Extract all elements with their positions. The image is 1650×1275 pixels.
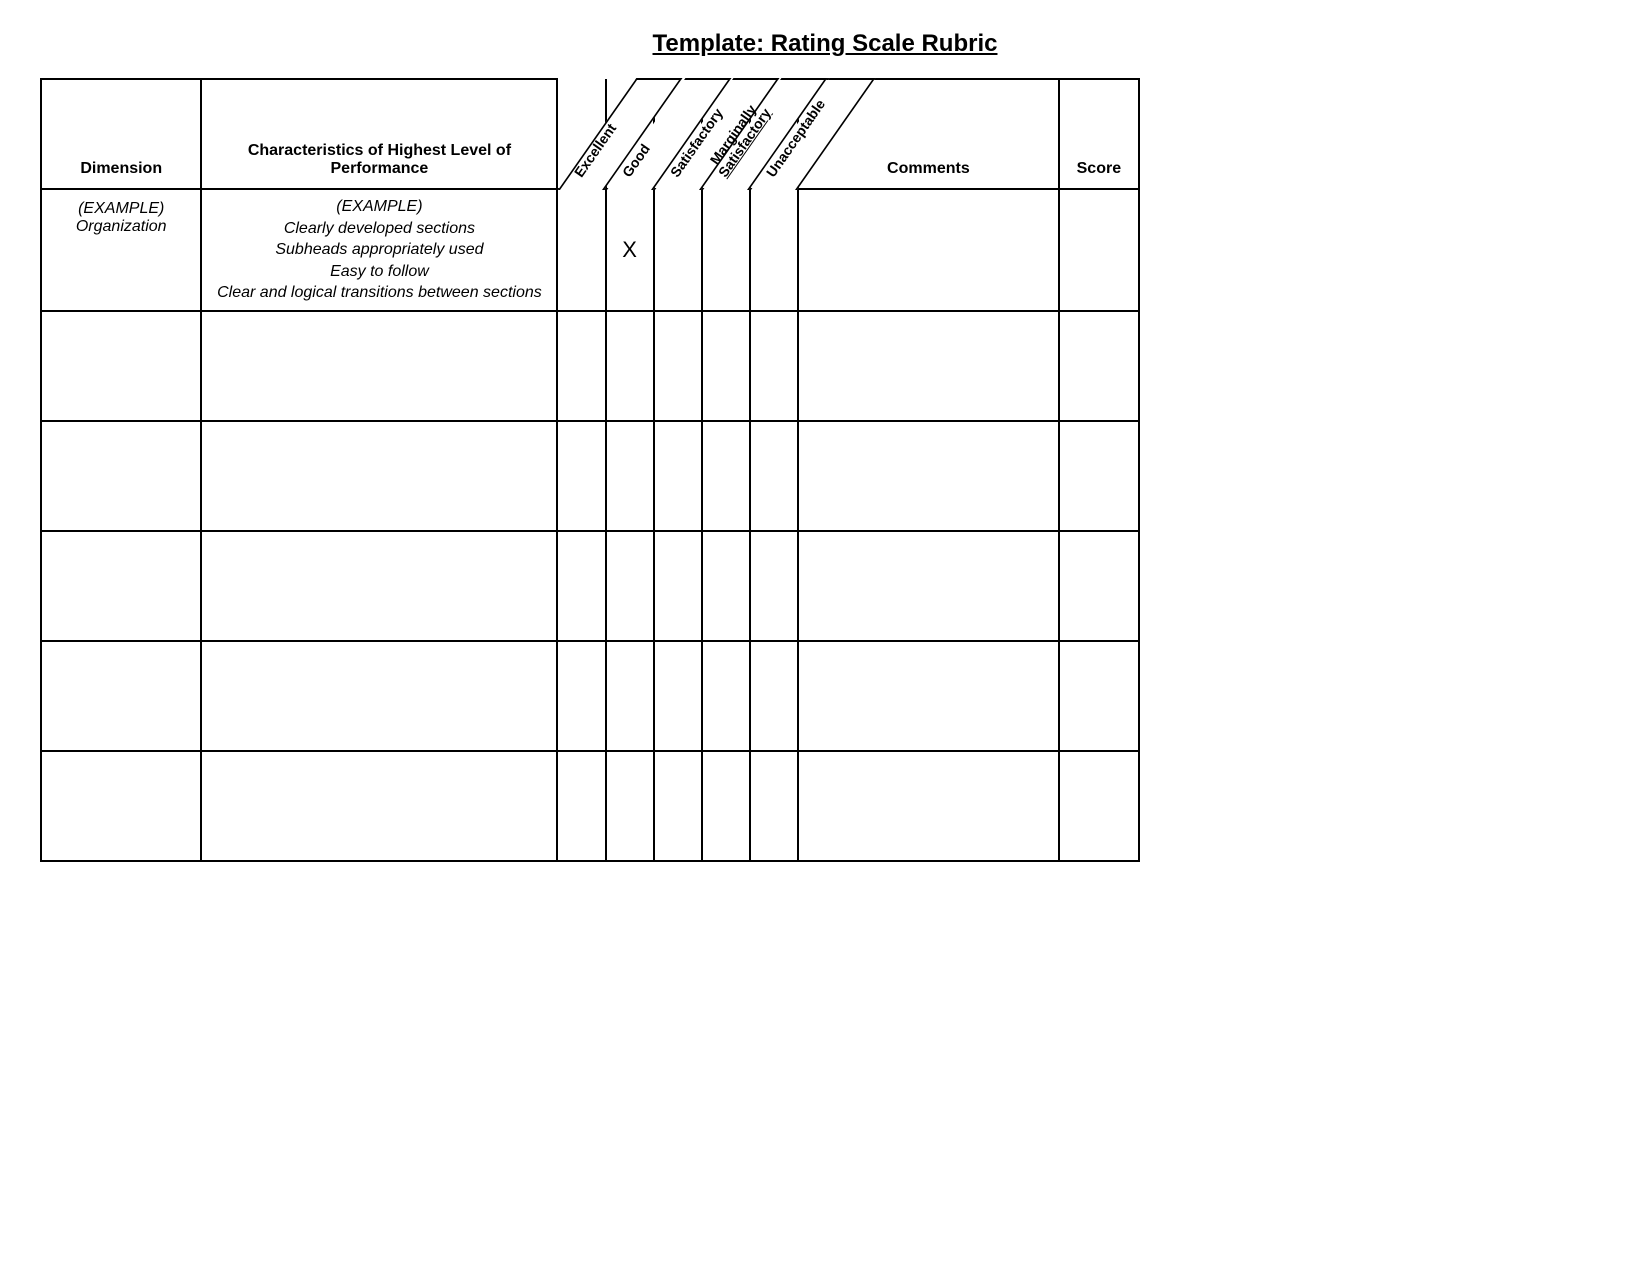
empty-cell [750, 751, 798, 861]
empty-cell [1059, 641, 1139, 751]
empty-cell [798, 751, 1059, 861]
empty-cell [1059, 531, 1139, 641]
table-row [41, 311, 1139, 421]
empty-cell [750, 641, 798, 751]
empty-cell [702, 751, 750, 861]
col-header-rating-satisfactory: Satisfactory [654, 79, 702, 189]
empty-cell [702, 311, 750, 421]
empty-cell [654, 531, 702, 641]
empty-cell [606, 531, 654, 641]
empty-cell [606, 311, 654, 421]
empty-cell [41, 641, 201, 751]
empty-cell [41, 751, 201, 861]
example-score [1059, 189, 1139, 311]
empty-cell [557, 421, 605, 531]
example-mark-satisfactory [654, 189, 702, 311]
empty-cell [606, 421, 654, 531]
empty-cell [41, 421, 201, 531]
page-title: Template: Rating Scale Rubric [40, 30, 1610, 58]
empty-cell [1059, 751, 1139, 861]
example-characteristics: (EXAMPLE) Clearly developed sections Sub… [201, 189, 557, 311]
empty-cell [201, 751, 557, 861]
empty-cell [41, 311, 201, 421]
table-row [41, 751, 1139, 861]
col-header-rating-good: Good [606, 79, 654, 189]
header-row: Dimension Characteristics of Highest Lev… [41, 79, 1139, 189]
empty-cell [798, 421, 1059, 531]
empty-cell [654, 311, 702, 421]
example-mark-marginally [702, 189, 750, 311]
example-comments [798, 189, 1059, 311]
table-row [41, 531, 1139, 641]
table-row [41, 421, 1139, 531]
empty-cell [41, 531, 201, 641]
empty-cell [201, 311, 557, 421]
col-header-dimension: Dimension [41, 79, 201, 189]
empty-cell [798, 531, 1059, 641]
empty-cell [654, 641, 702, 751]
empty-cell [798, 641, 1059, 751]
col-header-characteristics: Characteristics of Highest Level of Perf… [201, 79, 557, 189]
rubric-table: Dimension Characteristics of Highest Lev… [40, 78, 1140, 862]
empty-cell [1059, 311, 1139, 421]
col-header-rating-unacceptable: Unacceptable [750, 79, 798, 189]
table-row [41, 641, 1139, 751]
empty-cell [750, 531, 798, 641]
empty-cell [750, 421, 798, 531]
empty-cell [606, 751, 654, 861]
empty-cell [702, 421, 750, 531]
empty-cell [654, 751, 702, 861]
empty-cell [798, 311, 1059, 421]
example-dimension: (EXAMPLE) Organization [41, 189, 201, 311]
col-header-rating-marginally-satisfactory: MarginallySatisfactory [702, 79, 750, 189]
col-header-rating-excellent: Excellent [557, 79, 605, 189]
empty-cell [654, 421, 702, 531]
empty-cell [750, 311, 798, 421]
example-mark-good: X [606, 189, 654, 311]
empty-cell [557, 311, 605, 421]
rubric-table-wrap: Dimension Characteristics of Highest Lev… [40, 78, 1610, 862]
rubric-body: (EXAMPLE) Organization (EXAMPLE) Clearly… [41, 189, 1139, 861]
empty-cell [557, 531, 605, 641]
empty-cell [1059, 421, 1139, 531]
example-mark-excellent [557, 189, 605, 311]
empty-cell [557, 641, 605, 751]
example-mark-unacceptable [750, 189, 798, 311]
empty-cell [606, 641, 654, 751]
empty-cell [201, 421, 557, 531]
empty-cell [702, 531, 750, 641]
example-row: (EXAMPLE) Organization (EXAMPLE) Clearly… [41, 189, 1139, 311]
empty-cell [557, 751, 605, 861]
col-header-score: Score [1059, 79, 1139, 189]
empty-cell [201, 641, 557, 751]
empty-cell [201, 531, 557, 641]
empty-cell [702, 641, 750, 751]
